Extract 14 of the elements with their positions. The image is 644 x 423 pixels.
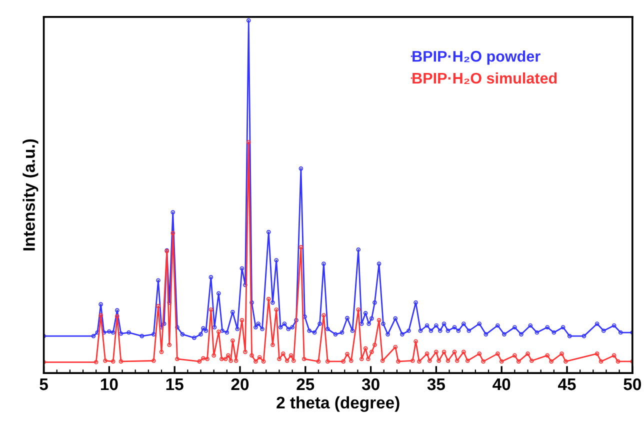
x-tick-label: 10: [100, 378, 118, 390]
x-tick-label: 45: [558, 378, 576, 390]
x-tick-label: 50: [624, 378, 641, 390]
legend-label: BPIP·H₂O powder: [412, 50, 540, 65]
x-tick-label: 5: [40, 378, 48, 390]
legend-label: BPIP·H₂O simulated: [412, 72, 557, 84]
x-tick-label: 20: [231, 378, 249, 390]
y-axis-title: Intensity (a.u.): [22, 139, 38, 250]
x-tick-label: 35: [427, 378, 446, 390]
x-tick-label: 30: [362, 378, 380, 390]
x-axis-title: 2 theta (degree): [276, 396, 400, 412]
x-tick-label: 40: [492, 378, 510, 390]
x-tick-label: 25: [296, 378, 314, 390]
x-tick-label: 15: [166, 378, 184, 390]
